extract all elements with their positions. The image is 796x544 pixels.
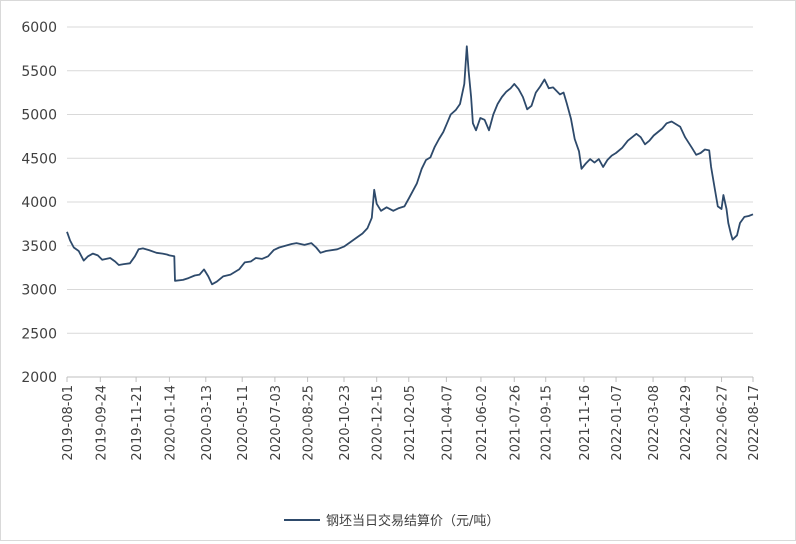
- x-tick-label-2021-04-07: 2021-04-07: [440, 385, 455, 461]
- x-tick-label-2019-08-01: 2019-08-01: [61, 385, 76, 461]
- y-tick-label-3500: 3500: [21, 239, 57, 255]
- x-tick-label-2020-12-15: 2020-12-15: [371, 385, 386, 461]
- x-tick-label-2022-08-17: 2022-08-17: [747, 385, 762, 461]
- x-tick-label-2021-11-16: 2021-11-16: [578, 385, 593, 461]
- y-tick-label-6000: 6000: [21, 20, 57, 36]
- x-tick-label-2021-09-15: 2021-09-15: [540, 385, 555, 461]
- x-tick-label-2022-01-07: 2022-01-07: [610, 385, 625, 461]
- x-tick-label-2020-10-23: 2020-10-23: [338, 385, 353, 461]
- x-tick-label-2020-07-03: 2020-07-03: [269, 385, 284, 461]
- x-tick-label-2022-03-08: 2022-03-08: [647, 385, 662, 461]
- y-tick-label-3000: 3000: [21, 283, 57, 299]
- x-tick-label-2020-01-14: 2020-01-14: [163, 385, 178, 461]
- y-tick-label-4500: 4500: [21, 151, 57, 167]
- y-tick-label-5000: 5000: [21, 108, 57, 124]
- y-tick-label-4000: 4000: [21, 195, 57, 211]
- x-tick-label-2019-09-24: 2019-09-24: [94, 385, 109, 461]
- x-tick-label-2020-05-11: 2020-05-11: [236, 385, 251, 461]
- y-tick-label-2000: 2000: [21, 370, 57, 386]
- x-tick-label-2021-02-05: 2021-02-05: [403, 385, 418, 461]
- x-tick-label-2021-07-26: 2021-07-26: [508, 385, 523, 461]
- x-tick-label-2022-06-27: 2022-06-27: [716, 385, 731, 461]
- x-tick-label-2020-08-25: 2020-08-25: [302, 385, 317, 461]
- x-tick-label-2021-06-02: 2021-06-02: [475, 385, 490, 461]
- x-tick-label-2019-11-21: 2019-11-21: [130, 385, 145, 461]
- legend-label-0: 钢坯当日交易结算价（元/吨）: [326, 513, 499, 529]
- x-tick-label-2022-04-29: 2022-04-29: [679, 385, 694, 461]
- y-tick-label-2500: 2500: [21, 326, 57, 342]
- y-tick-label-5500: 5500: [21, 64, 57, 80]
- x-tick-label-2020-03-13: 2020-03-13: [200, 385, 215, 461]
- series-line-0: [66, 45, 754, 286]
